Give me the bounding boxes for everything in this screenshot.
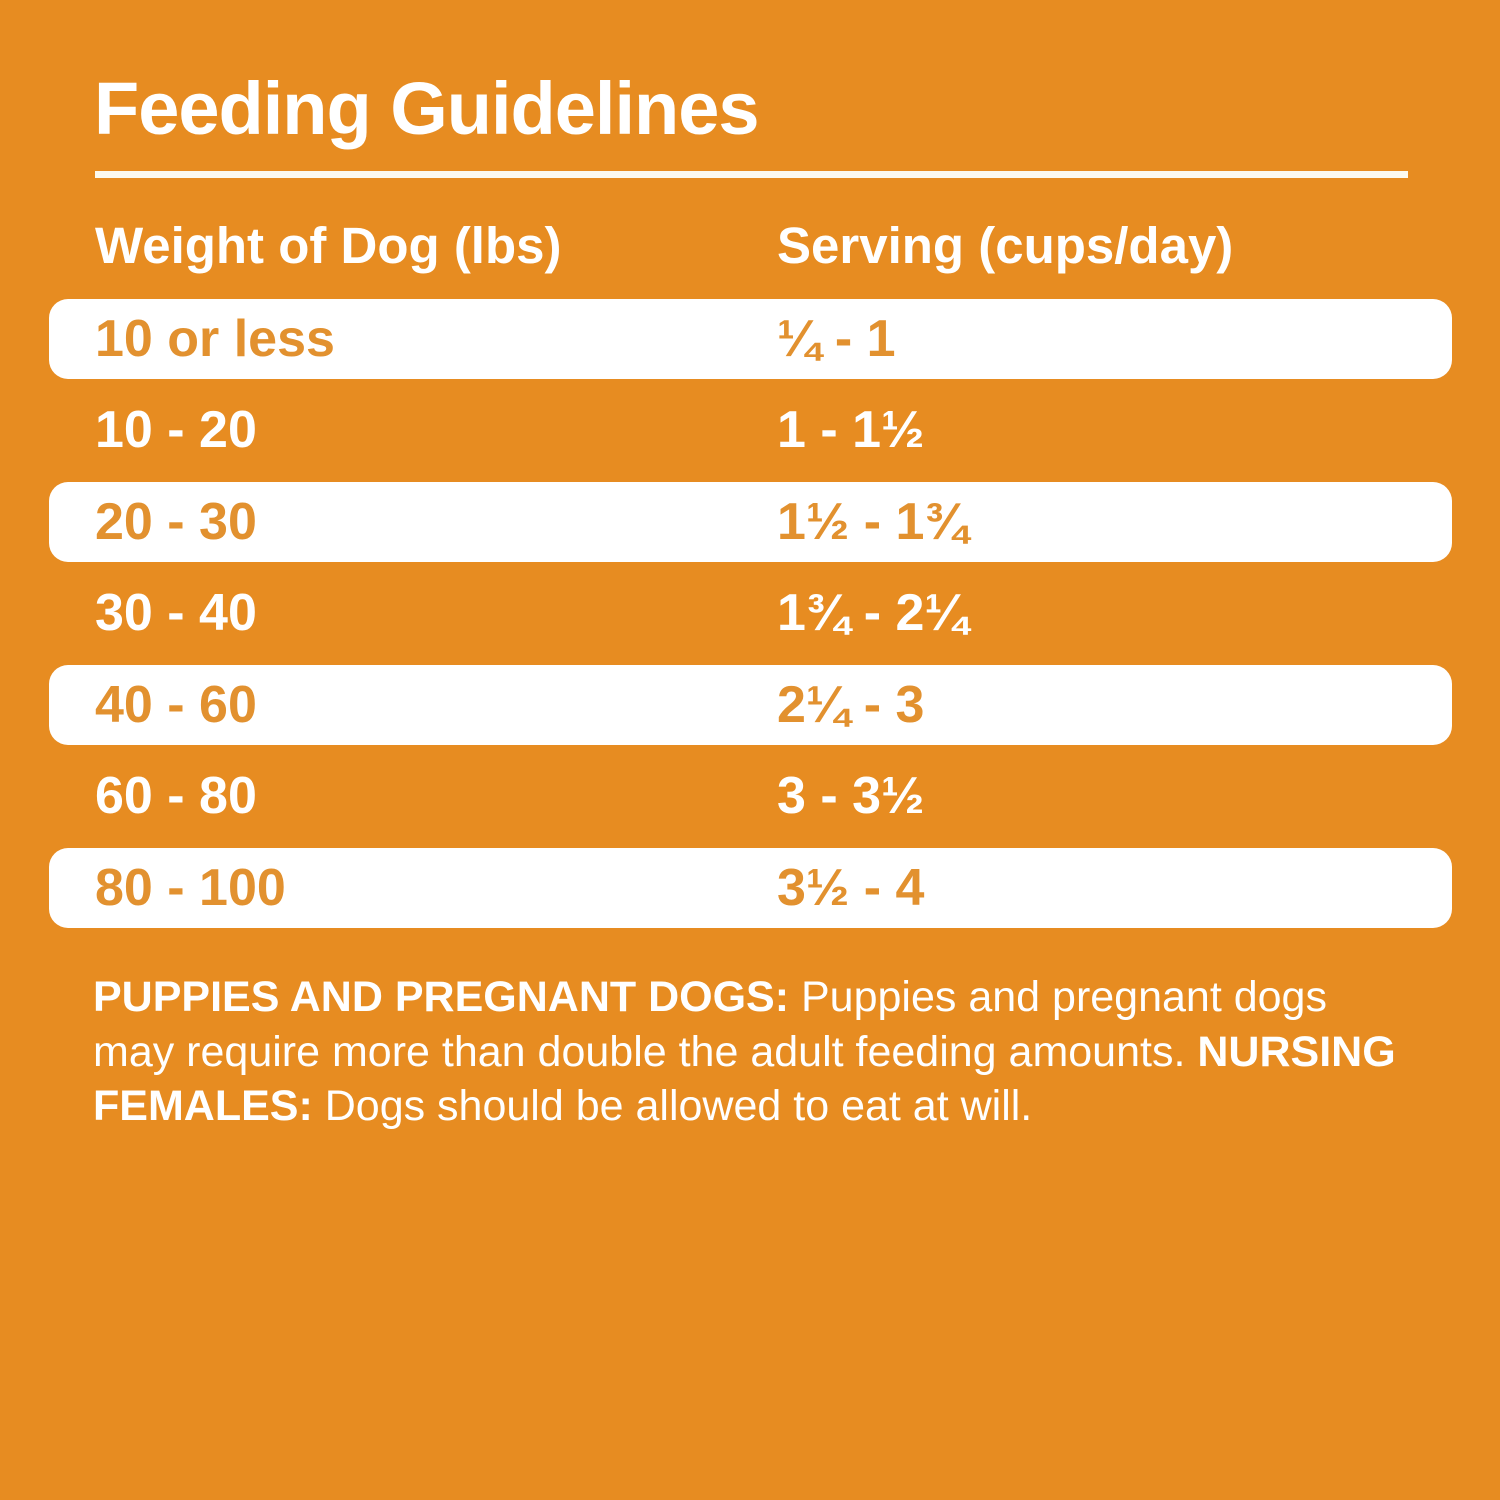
page-title: Feeding Guidelines [94,67,760,150]
weight-cell: 20 - 30 [95,492,257,551]
weight-cell: 60 - 80 [95,767,257,826]
footnote-nursing-label: NURSING FEMALES: [93,1027,1396,1131]
column-header-serving: Serving (cups/day) [777,217,1234,274]
footnote-puppies-text: Puppies and pregnant dogs may require mo… [93,973,1327,1076]
serving-cell: 3½ - 4 [777,858,925,917]
serving-cell: 3 - 3½ [777,767,925,826]
feeding-table-body: 10 or less ¼ - 1 10 - 20 1 - 1½ 20 - 30 … [49,293,1452,934]
serving-cell: ¼ - 1 [777,309,896,368]
serving-cell: 1 - 1½ [777,401,925,460]
table-row: 40 - 60 2¼ - 3 [49,659,1452,751]
weight-cell: 10 - 20 [95,401,257,460]
table-row: 10 - 20 1 - 1½ [49,385,1452,477]
weight-cell: 10 or less [95,309,335,368]
serving-cell: 1½ - 1¾ [777,492,968,551]
weight-cell: 30 - 40 [95,584,257,643]
table-row: 30 - 40 1¾ - 2¼ [49,568,1452,660]
table-row: 10 or less ¼ - 1 [49,293,1452,385]
footnote-nursing-text: Dogs should be allowed to eat at will. [312,1082,1033,1131]
weight-cell: 40 - 60 [95,675,257,734]
serving-cell: 2¼ - 3 [777,675,925,734]
weight-cell: 80 - 100 [95,858,286,917]
column-header-weight: Weight of Dog (lbs) [95,217,562,274]
footnote: PUPPIES AND PREGNANT DOGS: Puppies and p… [93,970,1419,1134]
table-row: 80 - 100 3½ - 4 [49,842,1452,934]
title-underline [95,171,1408,178]
table-row: 20 - 30 1½ - 1¾ [49,476,1452,568]
serving-cell: 1¾ - 2¼ [777,584,968,643]
table-row: 60 - 80 3 - 3½ [49,751,1452,843]
footnote-puppies-label: PUPPIES AND PREGNANT DOGS: [93,973,790,1021]
table-column-headers: Weight of Dog (lbs) Serving (cups/day) [95,216,1415,275]
